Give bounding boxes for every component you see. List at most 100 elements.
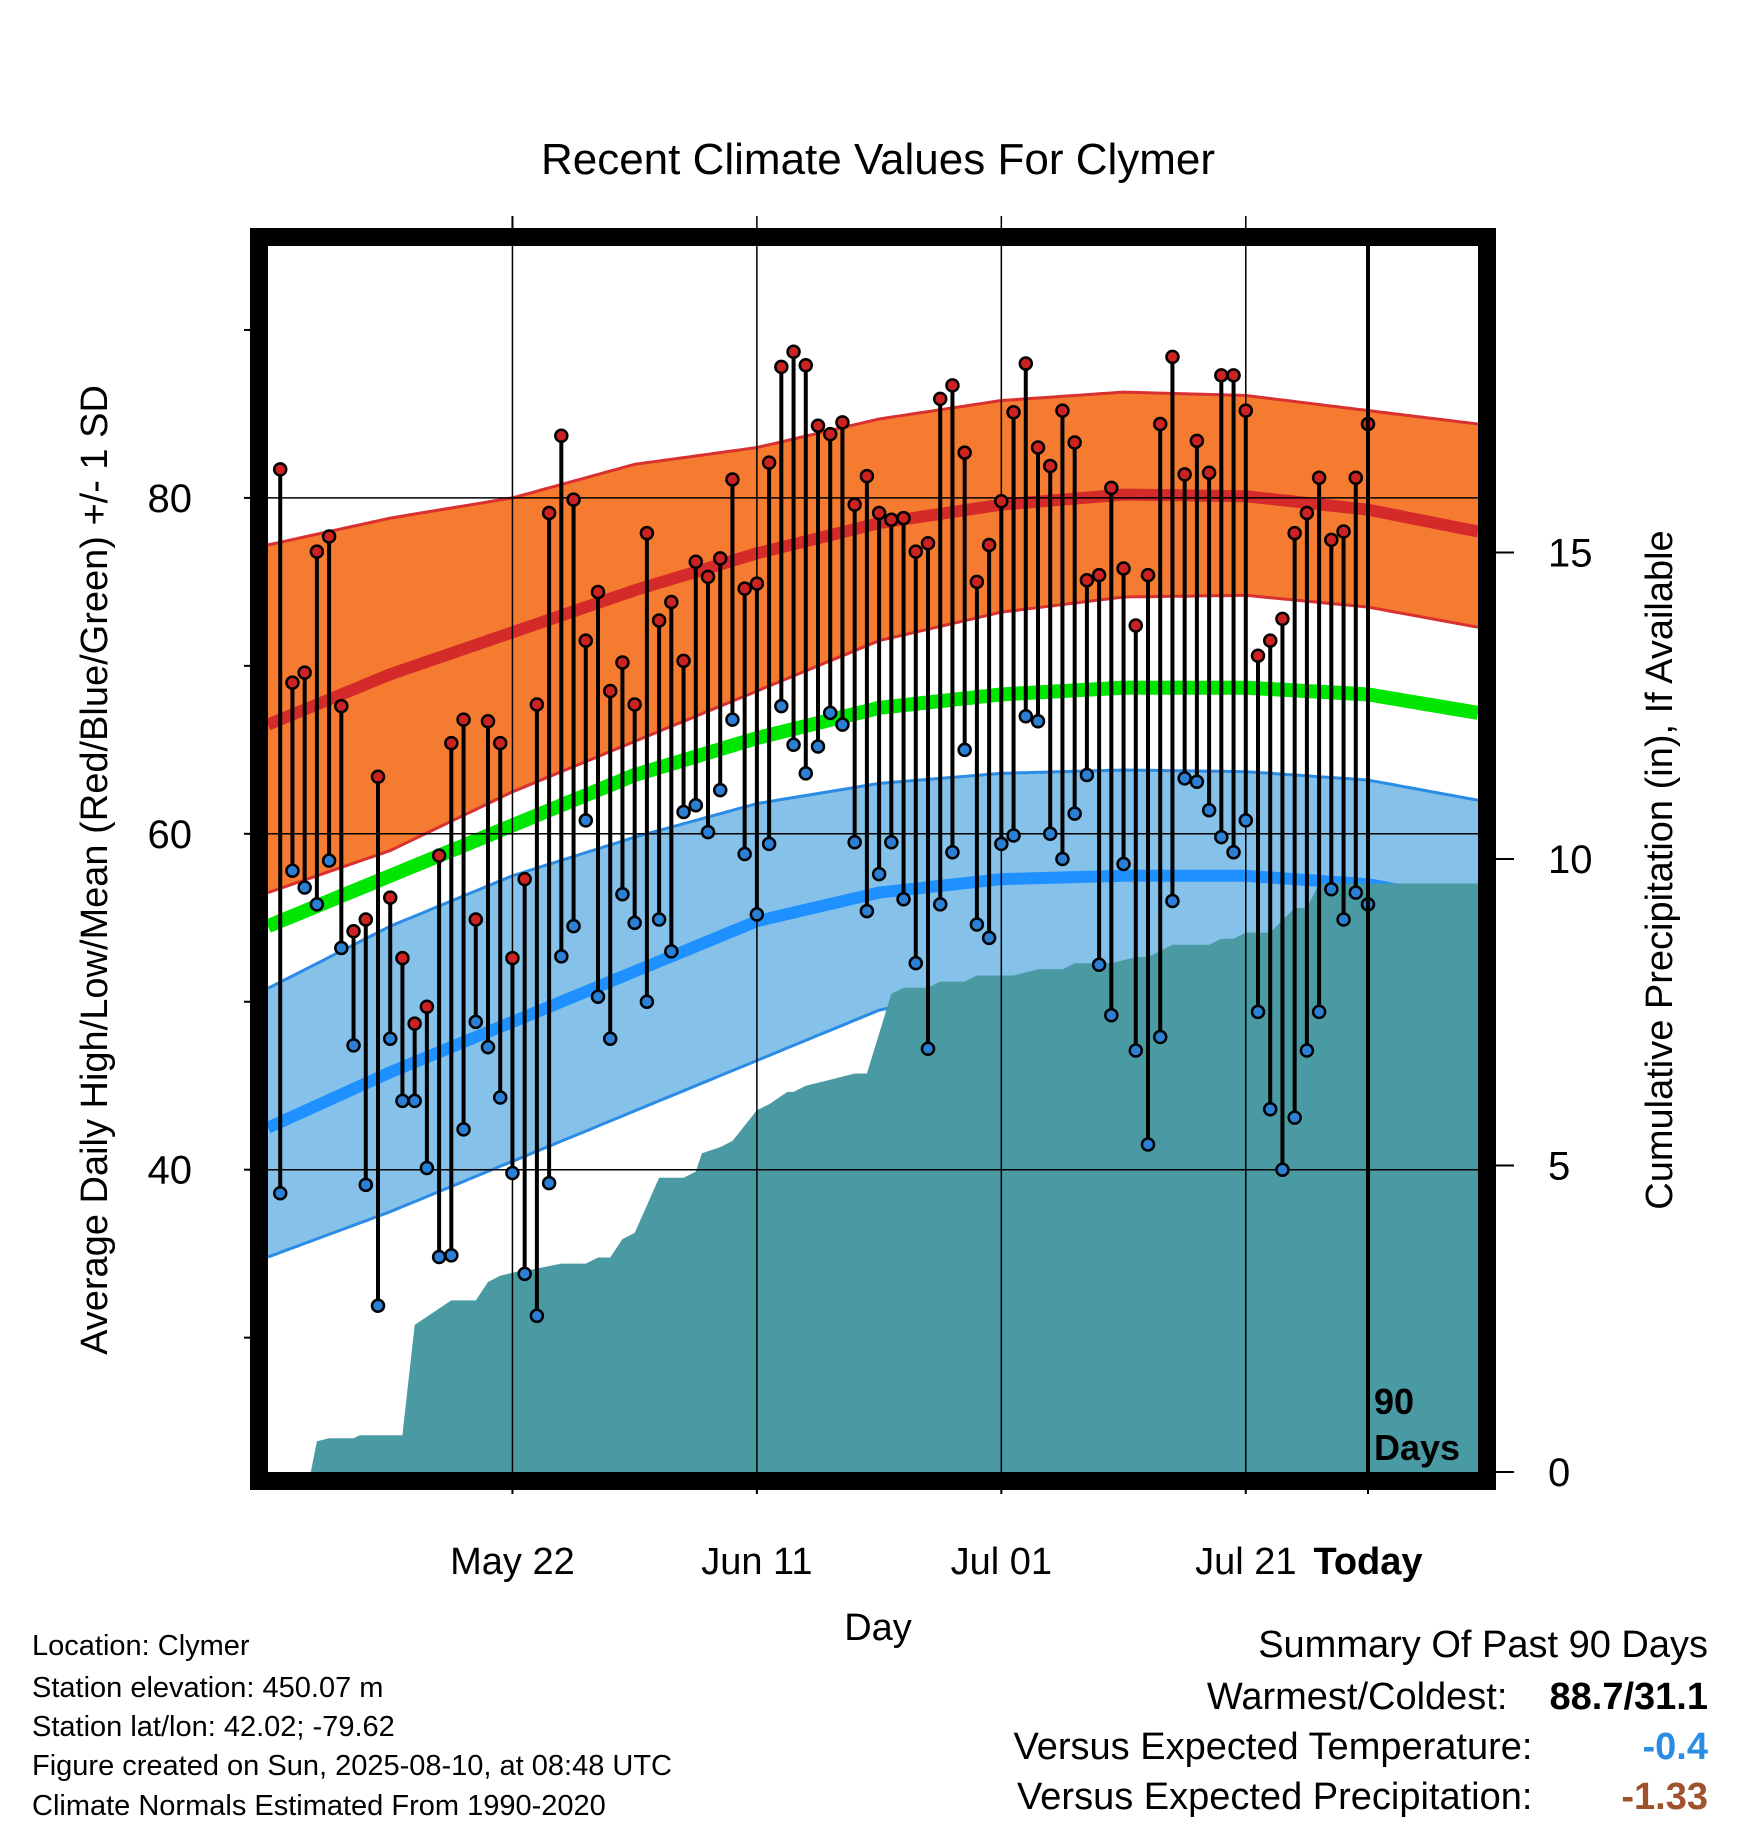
low-point (1287, 1110, 1302, 1125)
high-point (835, 415, 850, 430)
high-point (664, 594, 679, 610)
high-point (505, 950, 520, 966)
high-point (1226, 368, 1241, 383)
low-point (725, 712, 740, 727)
low-point (1336, 912, 1351, 927)
high-point (321, 529, 337, 544)
high-point (1201, 465, 1217, 480)
high-point (1055, 403, 1070, 418)
high-point (847, 497, 862, 512)
low-point (969, 917, 985, 932)
temperature-value: -0.4 (1642, 1726, 1708, 1768)
high-point (774, 359, 789, 375)
high-sd-upper-line (267, 390, 1479, 547)
chart-title: Recent Climate Values For Clymer (541, 135, 1215, 184)
low-point (884, 834, 899, 850)
high-point (346, 923, 361, 939)
low-point (945, 845, 960, 860)
high-point (480, 714, 496, 729)
precipitation-area (310, 883, 1478, 1472)
low-point (1238, 813, 1254, 828)
summary-temperature: Versus Expected Temperature: -0.4 (1014, 1726, 1708, 1769)
low-point (859, 903, 875, 919)
high-point (529, 697, 545, 712)
low-point (382, 1031, 398, 1046)
low-point (737, 846, 752, 862)
warmest-coldest-value: 88.7/31.1 (1549, 1676, 1708, 1718)
x-tick-label: Jul 01 (951, 1541, 1052, 1583)
low-point (468, 1014, 484, 1030)
high-point (358, 912, 374, 927)
high-point (1091, 567, 1107, 583)
low-point (1275, 1162, 1290, 1177)
high-point (700, 569, 716, 585)
x-tick-label: Jul 21 (1195, 1541, 1296, 1583)
high-point (1336, 524, 1351, 539)
low-point (1104, 1007, 1119, 1023)
precipitation-label: Versus Expected Precipitation: (1017, 1776, 1533, 1818)
high-point (590, 584, 606, 600)
y2-axis-label: Cumulative Precipitation (in), If Availa… (1639, 530, 1681, 1209)
low-point (798, 766, 814, 781)
high-point (737, 581, 752, 596)
low-point (957, 742, 972, 758)
high-point (945, 378, 960, 393)
low-point (1006, 828, 1021, 843)
low-point (981, 930, 997, 946)
low-point (615, 887, 630, 902)
low-point (309, 897, 325, 912)
high-point (676, 653, 691, 669)
precipitation-value: -1.33 (1621, 1776, 1708, 1818)
y2-tick-label: 15 (1548, 532, 1593, 576)
low-point (529, 1308, 545, 1324)
low-point (578, 813, 594, 828)
high-point (541, 505, 557, 521)
high-point (1140, 567, 1156, 583)
low-point (1055, 851, 1070, 867)
high-point (297, 665, 312, 680)
high-point (285, 675, 300, 690)
high-point (566, 492, 581, 507)
low-point (1091, 957, 1107, 973)
high-point (492, 735, 508, 751)
low-point (602, 1031, 618, 1046)
high-point (994, 494, 1009, 509)
low-point (1152, 1029, 1168, 1045)
low-point (896, 892, 911, 907)
low-point (444, 1248, 459, 1263)
low-point (627, 915, 642, 931)
summary-title: Summary Of Past 90 Days (1258, 1624, 1708, 1666)
grid-lines (268, 216, 1478, 1472)
today-annotation-line: 90 (1374, 1381, 1414, 1422)
low-point (786, 737, 801, 753)
high-point (1079, 572, 1095, 588)
low-point (358, 1177, 374, 1193)
high-point (272, 462, 288, 477)
temperature-label: Versus Expected Temperature: (1013, 1726, 1533, 1768)
low-point (370, 1298, 386, 1313)
high-point (382, 890, 398, 905)
low-point (1348, 885, 1364, 900)
today-annotation-line: Days (1374, 1427, 1460, 1468)
summary-precipitation: Versus Expected Precipitation: -1.33 (1017, 1776, 1708, 1819)
normal-mean-line (265, 680, 1480, 933)
high-point (578, 633, 594, 648)
high-point (407, 1016, 422, 1031)
low-point (480, 1039, 496, 1055)
latlon-text: Station lat/lon: 42.02; -79.62 (32, 1711, 395, 1743)
low-point (1214, 829, 1229, 845)
high-point (1165, 349, 1180, 365)
high-point (1299, 505, 1315, 521)
low-point (1079, 767, 1095, 783)
low-point (639, 994, 655, 1010)
low-point (1030, 714, 1046, 729)
low-point (407, 1093, 422, 1109)
low-point (419, 1160, 435, 1176)
tick-labels: 40 60 80 0 5 10 15 May 22 Jun 11 Jul 01 Jul 21 Toda… (148, 216, 1593, 1583)
created-text: Figure created on Sun, 2025-08-10, at 08… (32, 1750, 672, 1782)
high-point (1214, 368, 1229, 383)
low-point (688, 798, 704, 813)
low-point (712, 782, 728, 798)
low-point (1140, 1137, 1156, 1152)
low-point (505, 1165, 520, 1181)
